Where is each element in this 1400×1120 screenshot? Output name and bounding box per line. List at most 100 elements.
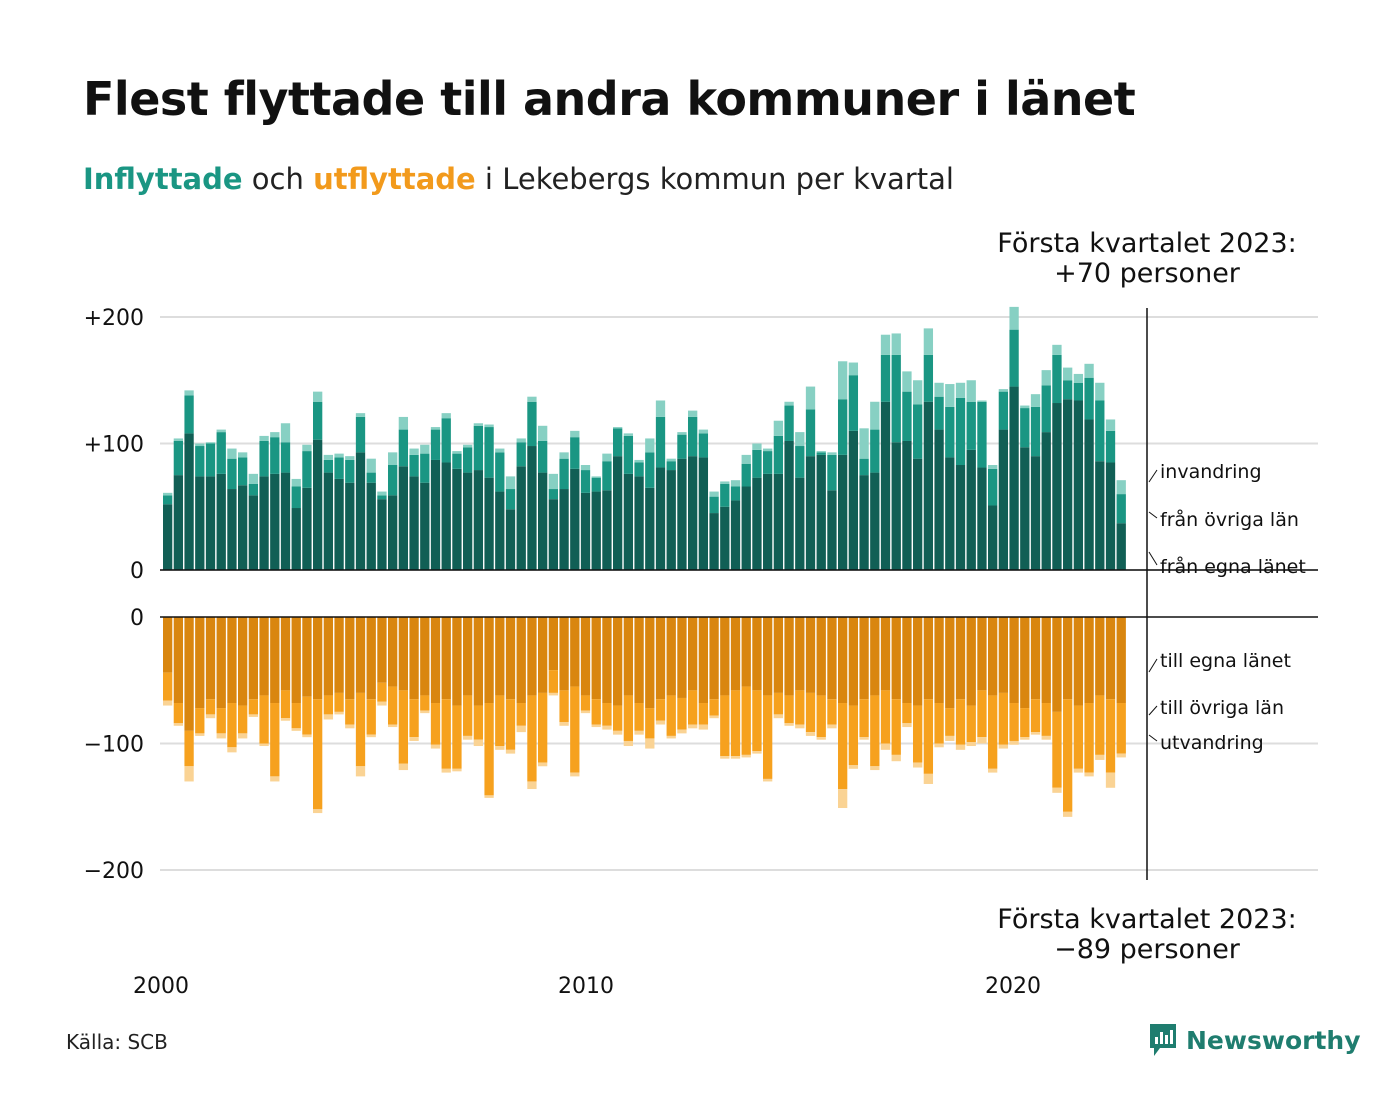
bar-in-invandring: [988, 465, 998, 469]
bar-in-egna: [645, 487, 655, 570]
bar-in-egna: [827, 490, 837, 570]
bar-out-utvandring: [313, 809, 323, 814]
bar-out-ovriga: [934, 703, 944, 744]
bar-out-ovriga: [302, 696, 312, 735]
bar-in-ovriga: [323, 459, 334, 473]
bar-out-utvandring: [966, 742, 976, 747]
bar-out-utvandring: [602, 725, 612, 730]
bar-out-egna: [334, 617, 344, 693]
bar-in-egna: [484, 477, 494, 570]
bar-in-invandring: [902, 371, 912, 392]
bar-in-egna: [184, 433, 194, 570]
bar-out-ovriga: [580, 695, 591, 711]
bar-out-ovriga: [623, 695, 634, 741]
legend-top-label: invandring: [1160, 461, 1262, 483]
bar-in-invandring: [452, 451, 462, 454]
bar-out-ovriga: [634, 703, 644, 731]
top-y-tick-label: +100: [84, 433, 144, 458]
bar-in-ovriga: [827, 454, 837, 491]
bar-in-invandring: [1073, 373, 1084, 383]
bar-in-egna: [934, 429, 944, 570]
bar-in-egna: [677, 458, 687, 570]
bar-out-utvandring: [388, 724, 398, 728]
legend-top-label: från övriga län: [1160, 508, 1299, 531]
bar-out-egna: [1030, 617, 1041, 700]
bar-out-ovriga: [645, 708, 655, 739]
bar-out-egna: [988, 617, 998, 696]
bar-in-ovriga: [720, 483, 730, 507]
bar-out-ovriga: [688, 690, 698, 725]
bar-out-egna: [259, 617, 269, 696]
bar-out-egna: [902, 617, 912, 704]
chart-title: Flest flyttade till andra kommuner i län…: [83, 72, 1136, 126]
bar-in-ovriga: [505, 489, 516, 510]
bar-out-egna: [913, 617, 923, 706]
bar-out-ovriga: [280, 690, 291, 719]
bar-out-egna: [248, 617, 259, 700]
bar-in-egna: [291, 508, 301, 570]
bar-out-utvandring: [891, 754, 901, 762]
bar-in-ovriga: [388, 465, 398, 496]
legend-bottom-leader: [1148, 658, 1158, 673]
bar-in-ovriga: [591, 477, 601, 492]
bar-out-egna: [377, 617, 387, 683]
bar-in-invandring: [1030, 394, 1041, 407]
bar-out-egna: [441, 617, 451, 700]
bar-in-egna: [805, 456, 816, 570]
bar-in-egna: [741, 486, 751, 570]
bar-in-egna: [248, 495, 259, 570]
bar-in-egna: [1009, 386, 1019, 570]
bar-out-utvandring: [784, 723, 794, 726]
bar-out-ovriga: [527, 695, 537, 782]
bar-out-ovriga: [698, 703, 709, 725]
bar-in-invandring: [913, 380, 923, 405]
bar-out-ovriga: [484, 703, 494, 796]
bar-in-egna: [430, 459, 441, 570]
bar-in-invandring: [388, 452, 398, 466]
bar-out-utvandring: [430, 744, 441, 749]
bar-out-egna: [838, 617, 848, 704]
bar-in-invandring: [302, 444, 312, 452]
bottom-y-tick-label: 0: [130, 606, 144, 631]
bar-in-egna: [998, 429, 1009, 570]
bar-in-invandring: [538, 425, 548, 441]
bar-in-egna: [795, 477, 805, 570]
bar-in-egna: [602, 490, 612, 570]
bar-out-utvandring: [409, 737, 419, 741]
bar-out-ovriga: [570, 686, 580, 773]
bar-in-egna: [966, 449, 976, 570]
bar-in-egna: [666, 470, 676, 570]
bar-in-invandring: [580, 465, 591, 471]
bar-out-ovriga: [784, 695, 794, 724]
bar-in-invandring: [238, 452, 248, 458]
bar-in-egna: [1030, 456, 1041, 570]
bar-in-egna: [1020, 447, 1030, 570]
bar-in-invandring: [709, 491, 719, 497]
bar-in-invandring: [270, 432, 280, 438]
bar-in-egna: [452, 468, 462, 570]
bar-out-utvandring: [377, 701, 387, 706]
bar-out-utvandring: [613, 730, 623, 735]
bar-out-ovriga: [291, 703, 301, 729]
newsworthy-logo-text: Newsworthy: [1186, 1025, 1361, 1055]
bar-out-egna: [548, 617, 559, 671]
bar-out-egna: [366, 617, 376, 700]
bar-out-ovriga: [720, 695, 730, 757]
bar-in-ovriga: [302, 451, 312, 488]
bar-out-egna: [977, 617, 987, 691]
bar-in-invandring: [955, 382, 966, 398]
bar-out-ovriga: [355, 692, 366, 767]
bar-in-invandring: [377, 491, 387, 496]
bar-in-ovriga: [452, 453, 462, 469]
bar-in-ovriga: [516, 442, 526, 467]
bar-in-egna: [591, 491, 601, 570]
bar-out-egna: [163, 617, 173, 673]
bar-in-invandring: [977, 400, 987, 402]
bar-in-egna: [1105, 462, 1116, 570]
bar-out-egna: [527, 617, 537, 696]
bar-out-ovriga: [495, 695, 505, 747]
bar-out-utvandring: [773, 714, 784, 719]
bar-in-egna: [613, 456, 623, 570]
bar-out-utvandring: [227, 747, 237, 753]
bar-in-ovriga: [1052, 354, 1062, 404]
